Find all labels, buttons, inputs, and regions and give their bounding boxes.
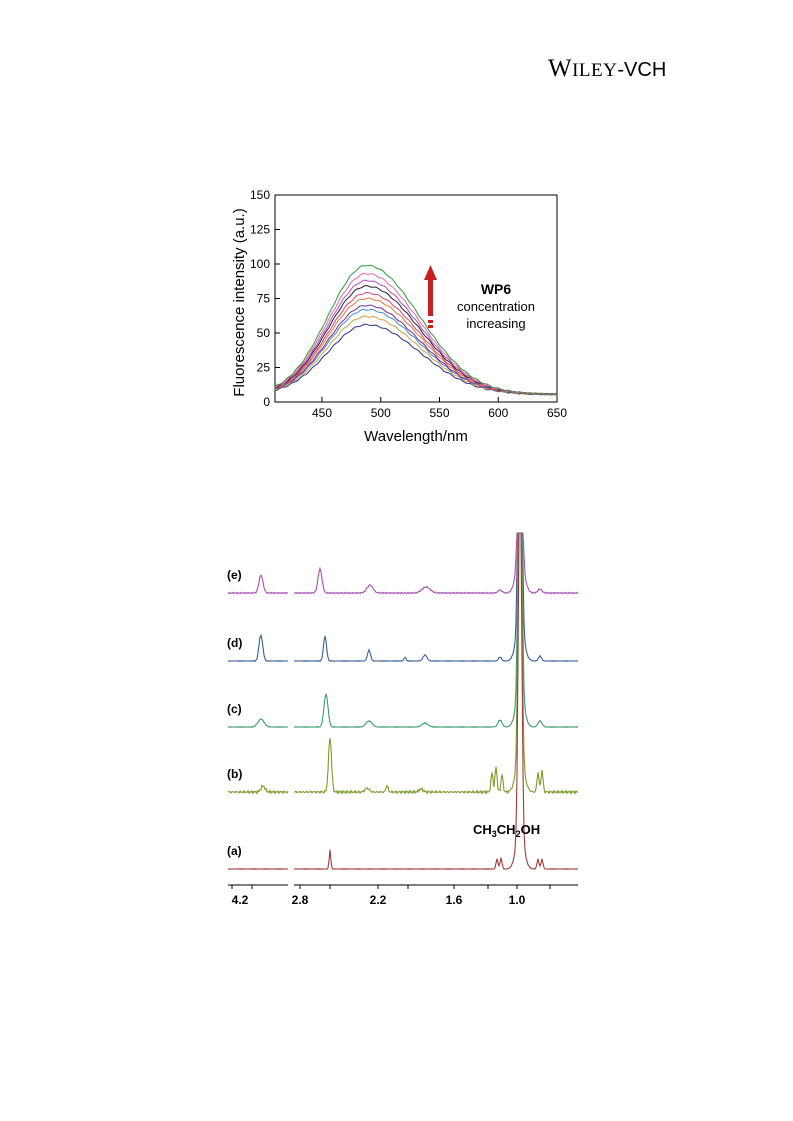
- arrow-head: [424, 265, 437, 280]
- trace-label: (c): [227, 702, 242, 716]
- annotation-line2: increasing: [466, 316, 525, 331]
- x-tick-label: 550: [429, 406, 449, 420]
- arrow-shaft: [428, 280, 433, 316]
- x-tick-label: 450: [312, 406, 332, 420]
- trace-label: (d): [227, 636, 242, 650]
- x-tick-label: 600: [488, 406, 508, 420]
- trace-label: (b): [227, 767, 242, 781]
- x-tick-label: 650: [547, 406, 567, 420]
- y-tick-label: 150: [250, 188, 270, 202]
- annotation-bold: WP6: [481, 281, 512, 297]
- y-tick-label: 50: [257, 326, 271, 340]
- nmr-trace-line: [227, 532, 579, 728]
- ethanol-annotation: CH3CH2OH: [473, 822, 540, 839]
- y-tick-label: 125: [250, 223, 270, 237]
- trace-label: (a): [227, 844, 242, 858]
- nmr-trace-line: [227, 532, 579, 595]
- y-tick-label: 25: [257, 361, 271, 375]
- series-group: [274, 264, 558, 396]
- nmr-trace: [227, 532, 579, 663]
- arrow-dash: [428, 320, 433, 323]
- x-axis-label: Wavelength/nm: [364, 428, 468, 445]
- annotation-line1: concentration: [457, 299, 535, 314]
- x-tick-label: 2.8: [292, 893, 309, 907]
- publisher-logo: WILEY-VCH: [548, 55, 667, 82]
- y-tick-label: 75: [257, 292, 271, 306]
- nmr-trace-line: [227, 532, 579, 663]
- nmr-trace: [227, 532, 579, 871]
- x-tick-label: 2.2: [370, 893, 387, 907]
- arrow-dash: [428, 325, 433, 328]
- nmr-trace: [227, 532, 579, 728]
- nmr-trace-line: [227, 532, 579, 871]
- x-tick-label: 1.0: [509, 893, 526, 907]
- series-line: [274, 284, 557, 396]
- nmr-trace-line: [227, 532, 579, 795]
- nmr-trace: [227, 532, 579, 795]
- y-tick-label: 100: [250, 257, 270, 271]
- trace-label: (e): [227, 568, 242, 582]
- x-tick-label: 4.2: [232, 893, 249, 907]
- x-tick-label: 500: [371, 406, 391, 420]
- y-tick-label: 0: [263, 395, 270, 409]
- x-tick-label: 1.6: [446, 893, 463, 907]
- fluorescence-chart: 450 500 550 600 650 0 25 50 75 100 125 150 Wavelengt…: [231, 188, 567, 445]
- y-axis-label: Fluorescence intensity (a.u.): [231, 208, 248, 396]
- nmr-trace: [227, 532, 579, 595]
- series-line: [274, 264, 558, 396]
